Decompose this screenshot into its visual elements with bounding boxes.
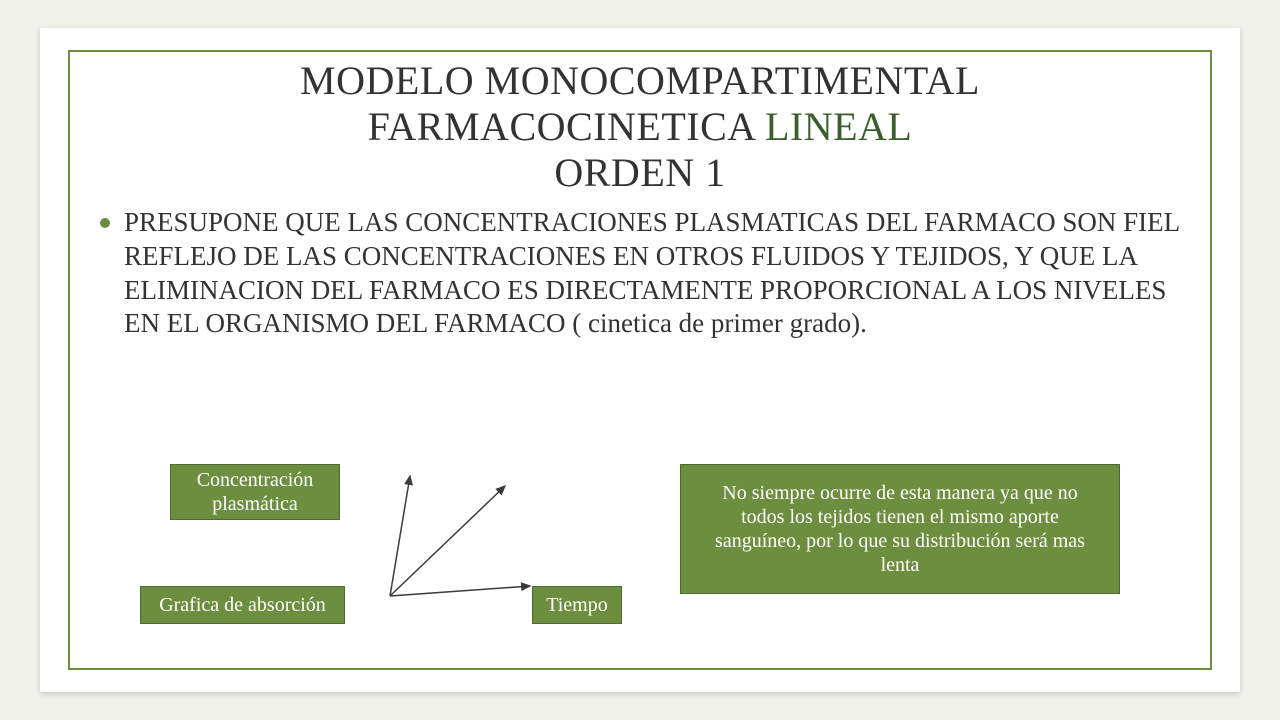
title-line-1: MODELO MONOCOMPARTIMENTAL [300,58,980,103]
box-tiempo: Tiempo [532,586,622,624]
content-area: MODELO MONOCOMPARTIMENTAL FARMACOCINETIC… [100,58,1180,662]
box-grafica: Grafica de absorción [140,586,345,624]
slide: MODELO MONOCOMPARTIMENTAL FARMACOCINETIC… [40,28,1240,692]
diagram-area: Concentración plasmática Grafica de abso… [100,456,1180,656]
bullet-icon [100,218,110,228]
bullet-item: PRESUPONE QUE LAS CONCENTRACIONES PLASMA… [100,206,1180,341]
title-line-3: ORDEN 1 [554,150,725,195]
box-concentracion: Concentración plasmática [170,464,340,520]
title-line-2-prefix: FARMACOCINETICA [368,104,765,149]
title-line-2-accent: LINEAL [765,104,912,149]
arrows-diagram [360,456,540,626]
box-nota: No siempre ocurre de esta manera ya que … [680,464,1120,594]
arrow-diag [390,486,505,596]
slide-title: MODELO MONOCOMPARTIMENTAL FARMACOCINETIC… [100,58,1180,196]
arrow-up [390,476,410,596]
arrow-right [390,586,530,596]
body-text: PRESUPONE QUE LAS CONCENTRACIONES PLASMA… [124,206,1180,341]
